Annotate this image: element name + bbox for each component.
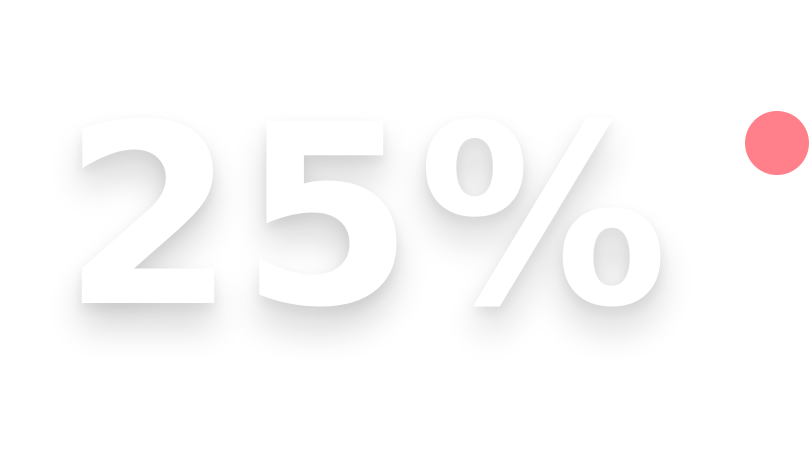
percentage-value: 25% [62, 71, 673, 362]
accent-dot-icon [745, 111, 809, 175]
